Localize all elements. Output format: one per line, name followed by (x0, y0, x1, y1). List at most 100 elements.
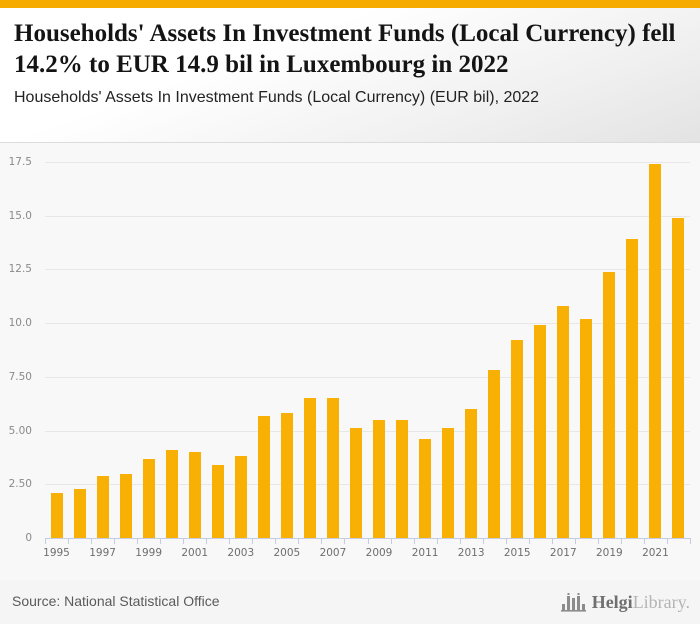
bar-2003[interactable] (234, 456, 247, 538)
x-axis-tick (643, 539, 645, 544)
x-axis-tick (252, 539, 254, 544)
bar-2014[interactable] (488, 370, 501, 538)
x-axis-tick (551, 539, 553, 544)
gridline-5.00 (45, 430, 690, 432)
gridline-2.50 (45, 484, 690, 486)
x-axis-tick (690, 539, 691, 544)
bar-2019[interactable] (603, 271, 616, 538)
bar-1997[interactable] (96, 475, 109, 538)
gridline-7.50 (45, 376, 690, 378)
helgi-bridge-icon (560, 591, 592, 613)
bar-2000[interactable] (165, 449, 178, 538)
x-tick-label-2003: 2003 (227, 547, 255, 559)
x-tick-label-2005: 2005 (273, 547, 301, 559)
x-axis-tick (321, 539, 323, 544)
x-tick-label-1999: 1999 (135, 547, 163, 559)
x-axis-tick (666, 539, 668, 544)
bar-2009[interactable] (373, 419, 386, 538)
x-axis-tick (183, 539, 185, 544)
bar-2010[interactable] (396, 419, 409, 538)
x-tick-label-2007: 2007 (319, 547, 347, 559)
gridline-10.0 (45, 323, 690, 325)
x-tick-label-1997: 1997 (89, 547, 116, 559)
bar-1996[interactable] (73, 488, 86, 538)
y-tick-label-0: 0 (25, 532, 32, 544)
bar-2021[interactable] (649, 164, 662, 538)
y-tick-label-10.0: 10.0 (8, 317, 32, 330)
bar-2007[interactable] (326, 398, 339, 538)
x-axis-tick (620, 539, 622, 544)
x-tick-label-2015: 2015 (503, 547, 531, 559)
gridline-15.0 (45, 215, 690, 217)
x-tick-label-2011: 2011 (411, 547, 439, 559)
x-axis-tick (482, 539, 484, 544)
bar-2011[interactable] (419, 439, 432, 538)
footer: Source: National Statistical Office (0, 580, 700, 624)
x-axis-tick (459, 539, 461, 544)
x-axis-tick (505, 539, 507, 544)
bar-2001[interactable] (188, 452, 201, 538)
x-axis-tick (229, 539, 231, 544)
x-axis-tick (528, 539, 530, 544)
x-tick-label-2017: 2017 (549, 547, 577, 559)
top-accent-bar (0, 0, 700, 8)
x-tick-label-2021: 2021 (642, 547, 669, 559)
bar-2020[interactable] (626, 239, 639, 538)
x-axis-tick (413, 539, 415, 544)
bar-2022[interactable] (672, 217, 685, 538)
bar-2013[interactable] (465, 409, 478, 538)
x-axis-tick (275, 539, 277, 544)
x-tick-label-1995: 1995 (43, 547, 70, 559)
y-tick-label-5.00: 5.00 (8, 424, 32, 437)
y-tick-label-15.0: 15.0 (8, 209, 32, 222)
bar-2012[interactable] (442, 428, 455, 538)
x-tick-label-2019: 2019 (596, 547, 623, 559)
x-axis-tick (68, 539, 70, 544)
y-tick-label-12.5: 12.5 (8, 263, 32, 276)
x-axis-tick (206, 539, 208, 544)
bar-2017[interactable] (557, 305, 570, 538)
chart-subtitle: Households' Assets In Investment Funds (… (14, 89, 540, 106)
bar-2015[interactable] (511, 340, 524, 538)
chart-area: 0 2.50 5.00 7.50 10.0 12.5 15.0 17.5 1995 1997 19… (0, 143, 700, 580)
x-axis-tick (390, 539, 392, 544)
helgi-library-logo[interactable]: Helgi Library. (560, 589, 690, 615)
x-tick-label-2013: 2013 (457, 547, 485, 559)
x-axis-tick (574, 539, 576, 544)
x-axis-tick (114, 539, 116, 544)
x-axis-tick (367, 539, 369, 544)
gridline-17.5 (45, 162, 690, 163)
bar-2008[interactable] (349, 428, 362, 538)
logo-text-library: Library. (632, 592, 690, 612)
x-tick-label-2009: 2009 (365, 547, 393, 559)
chart-plot-area (45, 162, 690, 538)
logo-text-helgi: Helgi (591, 592, 633, 612)
y-tick-label-7.50: 7.50 (8, 370, 32, 383)
bar-2002[interactable] (211, 464, 224, 538)
x-axis-tick (436, 539, 438, 544)
x-axis-tick (91, 539, 93, 544)
bar-2005[interactable] (280, 413, 293, 538)
bar-2004[interactable] (257, 415, 270, 538)
bar-2006[interactable] (303, 398, 316, 538)
x-axis-tick (137, 539, 139, 544)
bar-2018[interactable] (580, 318, 593, 538)
y-tick-label-17.5: 17.5 (8, 156, 32, 168)
y-tick-label-2.50: 2.50 (8, 478, 32, 491)
x-axis-line (45, 538, 691, 539)
bar-2016[interactable] (534, 325, 547, 538)
gridline-12.5 (45, 269, 690, 271)
x-axis-tick (597, 539, 599, 544)
bar-1995[interactable] (50, 492, 63, 538)
x-axis-tick (45, 539, 46, 544)
bar-1999[interactable] (142, 458, 155, 538)
source-text: Source: National Statistical Office (12, 593, 220, 609)
x-tick-label-2001: 2001 (181, 547, 209, 559)
x-axis-tick (298, 539, 300, 544)
bar-1998[interactable] (119, 473, 132, 538)
x-axis-tick (160, 539, 162, 544)
header: Households' Assets In Investment Funds (… (0, 8, 700, 143)
x-axis-tick (344, 539, 346, 544)
page-title: Households' Assets In Investment Funds (… (14, 20, 676, 78)
